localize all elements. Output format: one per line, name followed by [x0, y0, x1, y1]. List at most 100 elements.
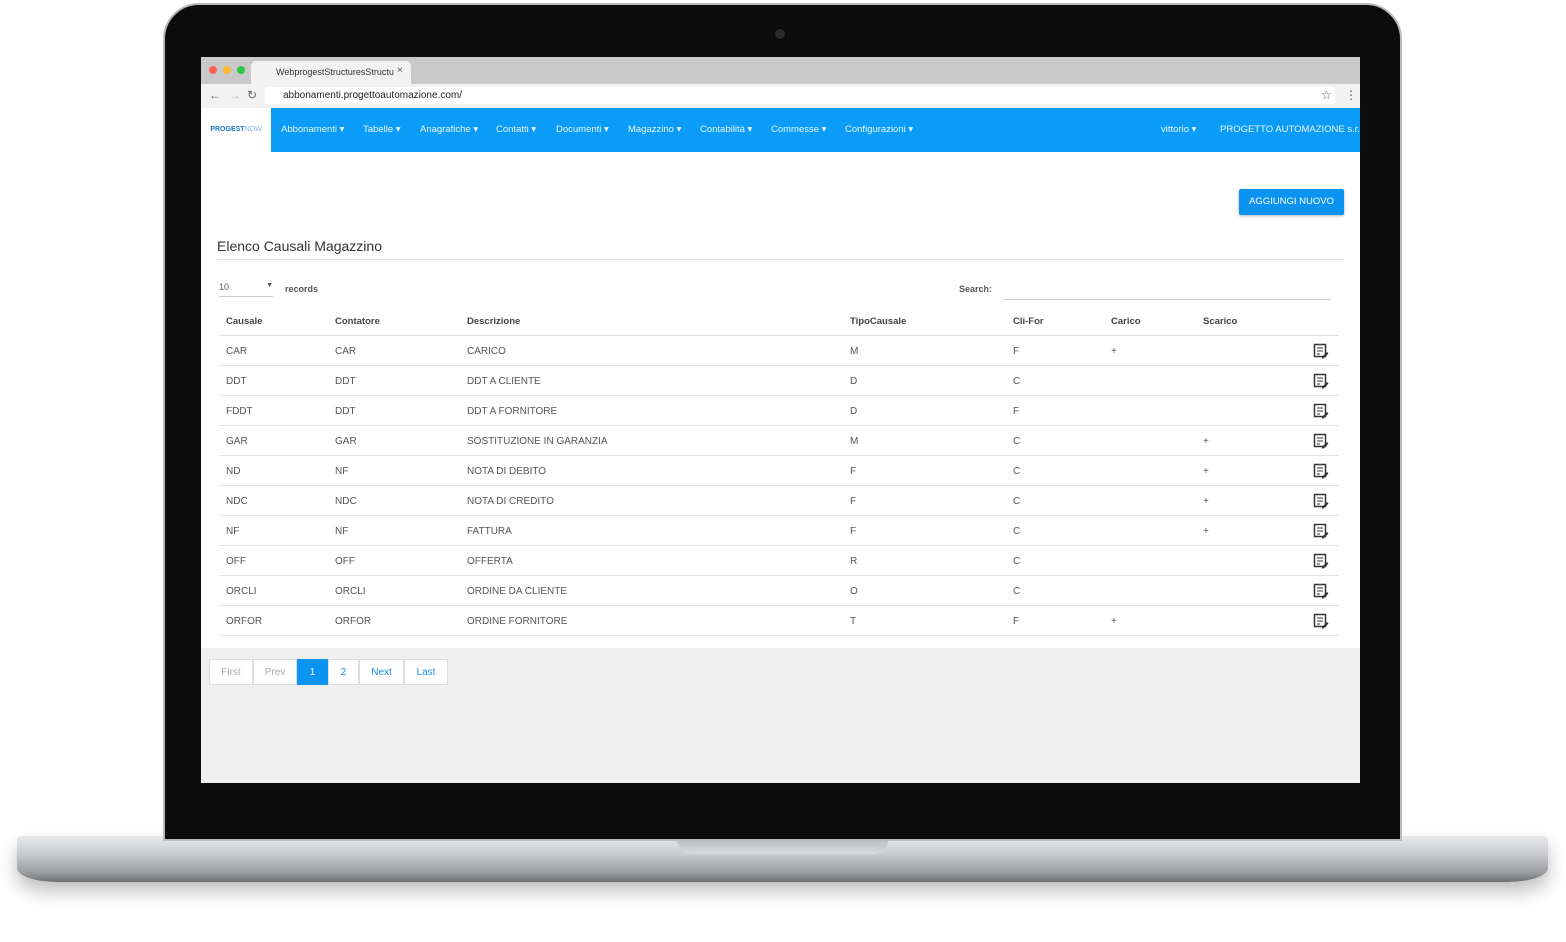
nav-item-label: Abbonamenti	[281, 124, 337, 135]
edit-icon[interactable]	[1313, 553, 1329, 569]
table-header: Causale	[226, 316, 263, 327]
nav-item[interactable]: Anagrafiche ▾	[420, 124, 479, 135]
page-size-select[interactable]: 10 ▼	[219, 282, 273, 297]
user-menu[interactable]: vittorio ▾	[1161, 124, 1197, 135]
table-cell: C	[1013, 496, 1021, 507]
table-cell: C	[1013, 526, 1021, 537]
nav-item[interactable]: Abbonamenti ▾	[281, 124, 345, 135]
table-cell: M	[850, 346, 859, 357]
table-cell: +	[1111, 616, 1117, 627]
screen: WebprogestStructuresStructu × ← → ↻ abbo…	[201, 57, 1360, 783]
nav-item[interactable]: Contabilità ▾	[700, 124, 753, 135]
table-cell: NDC	[335, 496, 357, 507]
row-rule	[219, 365, 1339, 366]
brand-part2: NOW	[244, 126, 262, 133]
edit-glyph	[1313, 433, 1329, 449]
edit-icon[interactable]	[1313, 463, 1329, 479]
edit-icon[interactable]	[1313, 403, 1329, 419]
nav-item[interactable]: Configurazioni ▾	[845, 124, 914, 135]
bookmark-star[interactable]: ☆	[1321, 88, 1332, 102]
edit-icon[interactable]	[1313, 433, 1329, 449]
row-rule	[219, 455, 1339, 456]
table-cell: ORCLI	[226, 586, 257, 597]
nav-item[interactable]: Commesse ▾	[771, 124, 827, 135]
records-label: records	[285, 284, 319, 294]
table-cell: F	[850, 496, 857, 507]
edit-icon[interactable]	[1313, 493, 1329, 509]
table-cell: D	[850, 376, 858, 387]
table-cell: D	[850, 406, 858, 417]
table-cell: +	[1203, 526, 1209, 537]
row-rule	[219, 425, 1339, 426]
edit-icon[interactable]	[1313, 583, 1329, 599]
edit-glyph	[1313, 343, 1329, 359]
search-label: Search:	[959, 284, 993, 294]
edit-icon[interactable]	[1313, 523, 1329, 539]
table-cell: NDC	[226, 496, 248, 507]
table-header: Scarico	[1203, 316, 1238, 327]
edit-icon[interactable]	[1313, 343, 1329, 359]
min-dot[interactable]	[223, 66, 231, 74]
table-cell: ORDINE FORNITORE	[467, 616, 568, 627]
menu-button[interactable]: ⋮	[1345, 88, 1357, 102]
table-cell: +	[1203, 436, 1209, 447]
edit-icon[interactable]	[1313, 613, 1329, 629]
nav-item-label: Documenti	[556, 124, 602, 135]
search-input[interactable]	[1004, 299, 1331, 300]
table-cell: F	[850, 466, 857, 477]
page-button[interactable]: Last	[404, 659, 448, 685]
url[interactable]: abbonamenti.progettoautomazione.com/	[265, 87, 1335, 104]
brand-part1: PROGEST	[210, 126, 245, 133]
title-rule	[217, 259, 1344, 260]
brand[interactable]: PROGESTNOW	[201, 108, 271, 152]
user-name: vittorio	[1161, 124, 1189, 135]
nav-item-label: Anagrafiche	[420, 124, 471, 135]
table-cell: C	[1013, 556, 1021, 567]
row-rule	[219, 575, 1339, 576]
table-cell: GAR	[226, 436, 248, 447]
add-button[interactable]: AGGIUNGI NUOVO	[1239, 189, 1344, 215]
nav-item-label: Contabilità	[700, 124, 745, 135]
edit-glyph	[1313, 613, 1329, 629]
navbar: Abbonamenti ▾ Tabelle ▾ Anagrafiche ▾ Conta…	[271, 108, 1360, 152]
table-cell: NF	[226, 526, 240, 537]
table-cell: DDT	[335, 406, 356, 417]
table-cell: +	[1111, 346, 1117, 357]
header-rule	[219, 335, 1339, 336]
table-cell: ORDINE DA CLIENTE	[467, 586, 568, 597]
table-cell: DDT A FORNITORE	[467, 406, 558, 417]
nav-item[interactable]: Documenti ▾	[556, 124, 609, 135]
company-name[interactable]: PROGETTO AUTOMAZIONE s.r.l.	[1220, 124, 1360, 135]
tab-bar: WebprogestStructuresStructu ×	[201, 57, 1360, 84]
max-dot[interactable]	[237, 66, 245, 74]
table-cell: ORFOR	[335, 616, 372, 627]
page-button[interactable]: Next	[359, 659, 404, 685]
table-cell: T	[850, 616, 857, 627]
table-cell: ND	[226, 466, 241, 477]
table-cell: F	[1013, 346, 1020, 357]
browser-tab[interactable]: WebprogestStructuresStructu	[251, 61, 411, 84]
table-cell: NF	[335, 526, 349, 537]
row-rule	[219, 605, 1339, 606]
nav-item[interactable]: Magazzino ▾	[628, 124, 682, 135]
table-header: Cli-For	[1013, 316, 1044, 327]
edit-icon[interactable]	[1313, 373, 1329, 389]
page-title: Elenco Causali Magazzino	[217, 238, 382, 254]
table-cell: OFF	[335, 556, 355, 567]
nav-item[interactable]: Contatti ▾	[496, 124, 537, 135]
table-cell: C	[1013, 466, 1021, 477]
reload-button[interactable]: ↻	[247, 88, 258, 102]
row-rule	[219, 395, 1339, 396]
close-dot[interactable]	[209, 66, 217, 74]
page-button[interactable]: 2	[328, 659, 359, 685]
nav-item[interactable]: Tabelle ▾	[363, 124, 401, 135]
forward-button[interactable]: →	[229, 88, 241, 102]
camera	[775, 29, 785, 39]
table-cell: C	[1013, 436, 1021, 447]
table-header: Carico	[1111, 316, 1141, 327]
back-button[interactable]: ←	[209, 88, 221, 102]
page-button[interactable]: 1	[297, 659, 328, 685]
tab-close[interactable]: ×	[397, 65, 403, 76]
table-cell: NF	[335, 466, 349, 477]
table-cell: DDT	[335, 376, 356, 387]
